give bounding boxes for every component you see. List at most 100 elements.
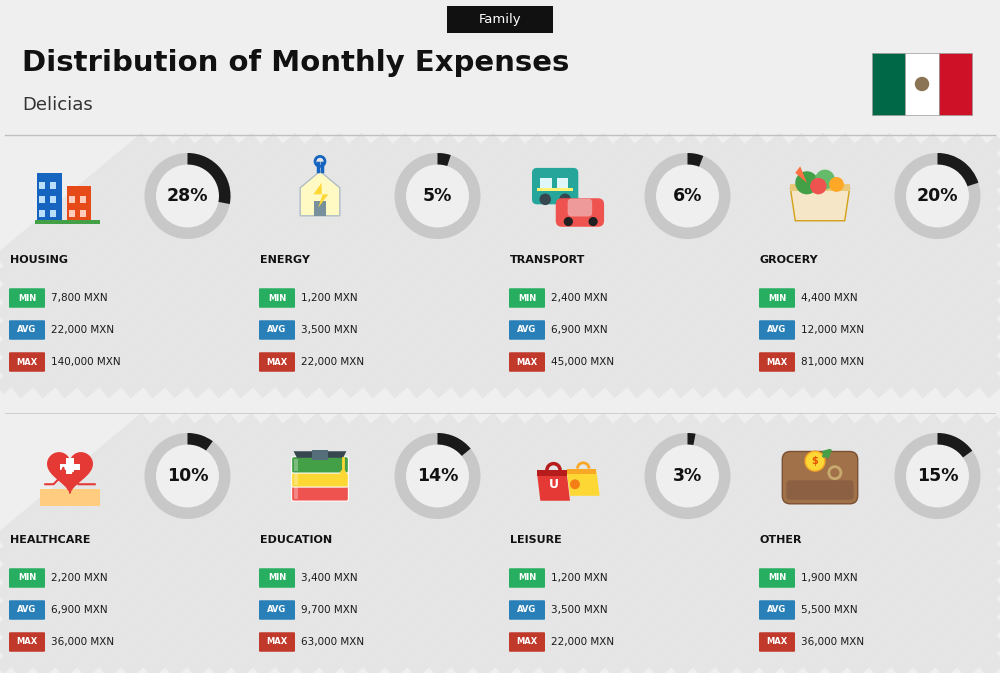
- Text: 6,900 MXN: 6,900 MXN: [51, 605, 108, 615]
- Bar: [37, 173, 62, 222]
- Text: HEALTHCARE: HEALTHCARE: [10, 535, 90, 545]
- Text: 2,200 MXN: 2,200 MXN: [51, 573, 108, 583]
- Text: 22,000 MXN: 22,000 MXN: [51, 325, 114, 335]
- Text: 3,500 MXN: 3,500 MXN: [551, 605, 608, 615]
- Bar: [905, 53, 939, 115]
- Polygon shape: [300, 171, 340, 216]
- Text: 5%: 5%: [423, 187, 452, 205]
- Text: 9,700 MXN: 9,700 MXN: [301, 605, 358, 615]
- Text: AVG: AVG: [17, 326, 37, 334]
- FancyBboxPatch shape: [759, 600, 795, 620]
- Text: 22,000 MXN: 22,000 MXN: [301, 357, 364, 367]
- Bar: [294, 472, 298, 485]
- Text: GROCERY: GROCERY: [760, 255, 819, 265]
- Bar: [537, 188, 573, 191]
- Text: MAX: MAX: [766, 637, 788, 647]
- Bar: [294, 487, 298, 499]
- Wedge shape: [188, 433, 213, 450]
- Bar: [50, 182, 56, 189]
- Text: 2,400 MXN: 2,400 MXN: [551, 293, 608, 303]
- Bar: [790, 184, 850, 191]
- FancyBboxPatch shape: [9, 288, 45, 308]
- FancyBboxPatch shape: [292, 457, 348, 473]
- Text: AVG: AVG: [267, 326, 287, 334]
- Text: HOUSING: HOUSING: [10, 255, 68, 265]
- Polygon shape: [795, 166, 807, 183]
- FancyBboxPatch shape: [759, 568, 795, 588]
- FancyBboxPatch shape: [509, 632, 545, 651]
- Polygon shape: [567, 471, 600, 496]
- FancyBboxPatch shape: [9, 320, 45, 340]
- Polygon shape: [537, 472, 570, 501]
- Text: MAX: MAX: [266, 357, 288, 367]
- Text: 63,000 MXN: 63,000 MXN: [301, 637, 364, 647]
- Text: MAX: MAX: [16, 357, 38, 367]
- Polygon shape: [48, 453, 92, 493]
- FancyBboxPatch shape: [759, 632, 795, 651]
- FancyBboxPatch shape: [782, 452, 858, 504]
- Circle shape: [656, 444, 719, 507]
- Wedge shape: [938, 153, 978, 186]
- Text: AVG: AVG: [517, 606, 537, 614]
- Wedge shape: [688, 153, 703, 167]
- Text: 4,400 MXN: 4,400 MXN: [801, 293, 858, 303]
- Wedge shape: [438, 153, 451, 166]
- FancyBboxPatch shape: [509, 320, 545, 340]
- Text: AVG: AVG: [267, 606, 287, 614]
- Bar: [35, 220, 100, 224]
- FancyBboxPatch shape: [259, 568, 295, 588]
- Text: 140,000 MXN: 140,000 MXN: [51, 357, 121, 367]
- Circle shape: [156, 444, 219, 507]
- Wedge shape: [144, 433, 231, 519]
- FancyBboxPatch shape: [259, 632, 295, 651]
- Text: 20%: 20%: [917, 187, 958, 205]
- Bar: [567, 468, 596, 474]
- Text: MIN: MIN: [768, 573, 786, 583]
- Polygon shape: [294, 452, 346, 458]
- FancyBboxPatch shape: [759, 288, 795, 308]
- FancyBboxPatch shape: [9, 568, 45, 588]
- FancyBboxPatch shape: [292, 470, 348, 487]
- Text: Family: Family: [479, 13, 521, 26]
- Text: U: U: [548, 478, 558, 491]
- Text: MIN: MIN: [518, 573, 536, 583]
- FancyBboxPatch shape: [556, 199, 604, 227]
- Bar: [69, 196, 75, 203]
- FancyBboxPatch shape: [759, 320, 795, 340]
- Circle shape: [810, 178, 827, 194]
- Text: 22,000 MXN: 22,000 MXN: [551, 637, 614, 647]
- Text: MIN: MIN: [768, 293, 786, 302]
- Text: Distribution of Monthly Expenses: Distribution of Monthly Expenses: [22, 49, 569, 77]
- Text: AVG: AVG: [767, 606, 787, 614]
- Circle shape: [570, 479, 580, 489]
- Bar: [537, 470, 567, 476]
- FancyBboxPatch shape: [509, 352, 545, 371]
- Bar: [872, 53, 905, 115]
- Text: ENERGY: ENERGY: [260, 255, 310, 265]
- Text: 36,000 MXN: 36,000 MXN: [51, 637, 114, 647]
- Text: 14%: 14%: [417, 467, 458, 485]
- FancyBboxPatch shape: [292, 485, 348, 501]
- FancyBboxPatch shape: [259, 600, 295, 620]
- Text: TRANSPORT: TRANSPORT: [510, 255, 585, 265]
- Text: 6%: 6%: [673, 187, 702, 205]
- Text: MIN: MIN: [18, 293, 36, 302]
- Text: 5,500 MXN: 5,500 MXN: [801, 605, 858, 615]
- Bar: [314, 201, 326, 216]
- Circle shape: [539, 194, 551, 205]
- Bar: [60, 464, 80, 470]
- Circle shape: [564, 217, 573, 226]
- Text: MIN: MIN: [268, 573, 286, 583]
- Text: 12,000 MXN: 12,000 MXN: [801, 325, 864, 335]
- Text: $: $: [812, 456, 818, 466]
- Text: 28%: 28%: [167, 187, 208, 205]
- Circle shape: [156, 164, 219, 227]
- FancyBboxPatch shape: [259, 352, 295, 371]
- Bar: [50, 210, 56, 217]
- Wedge shape: [394, 153, 480, 239]
- Text: 81,000 MXN: 81,000 MXN: [801, 357, 864, 367]
- Wedge shape: [394, 433, 480, 519]
- Text: OTHER: OTHER: [760, 535, 802, 545]
- Bar: [39, 182, 45, 189]
- Bar: [939, 53, 972, 115]
